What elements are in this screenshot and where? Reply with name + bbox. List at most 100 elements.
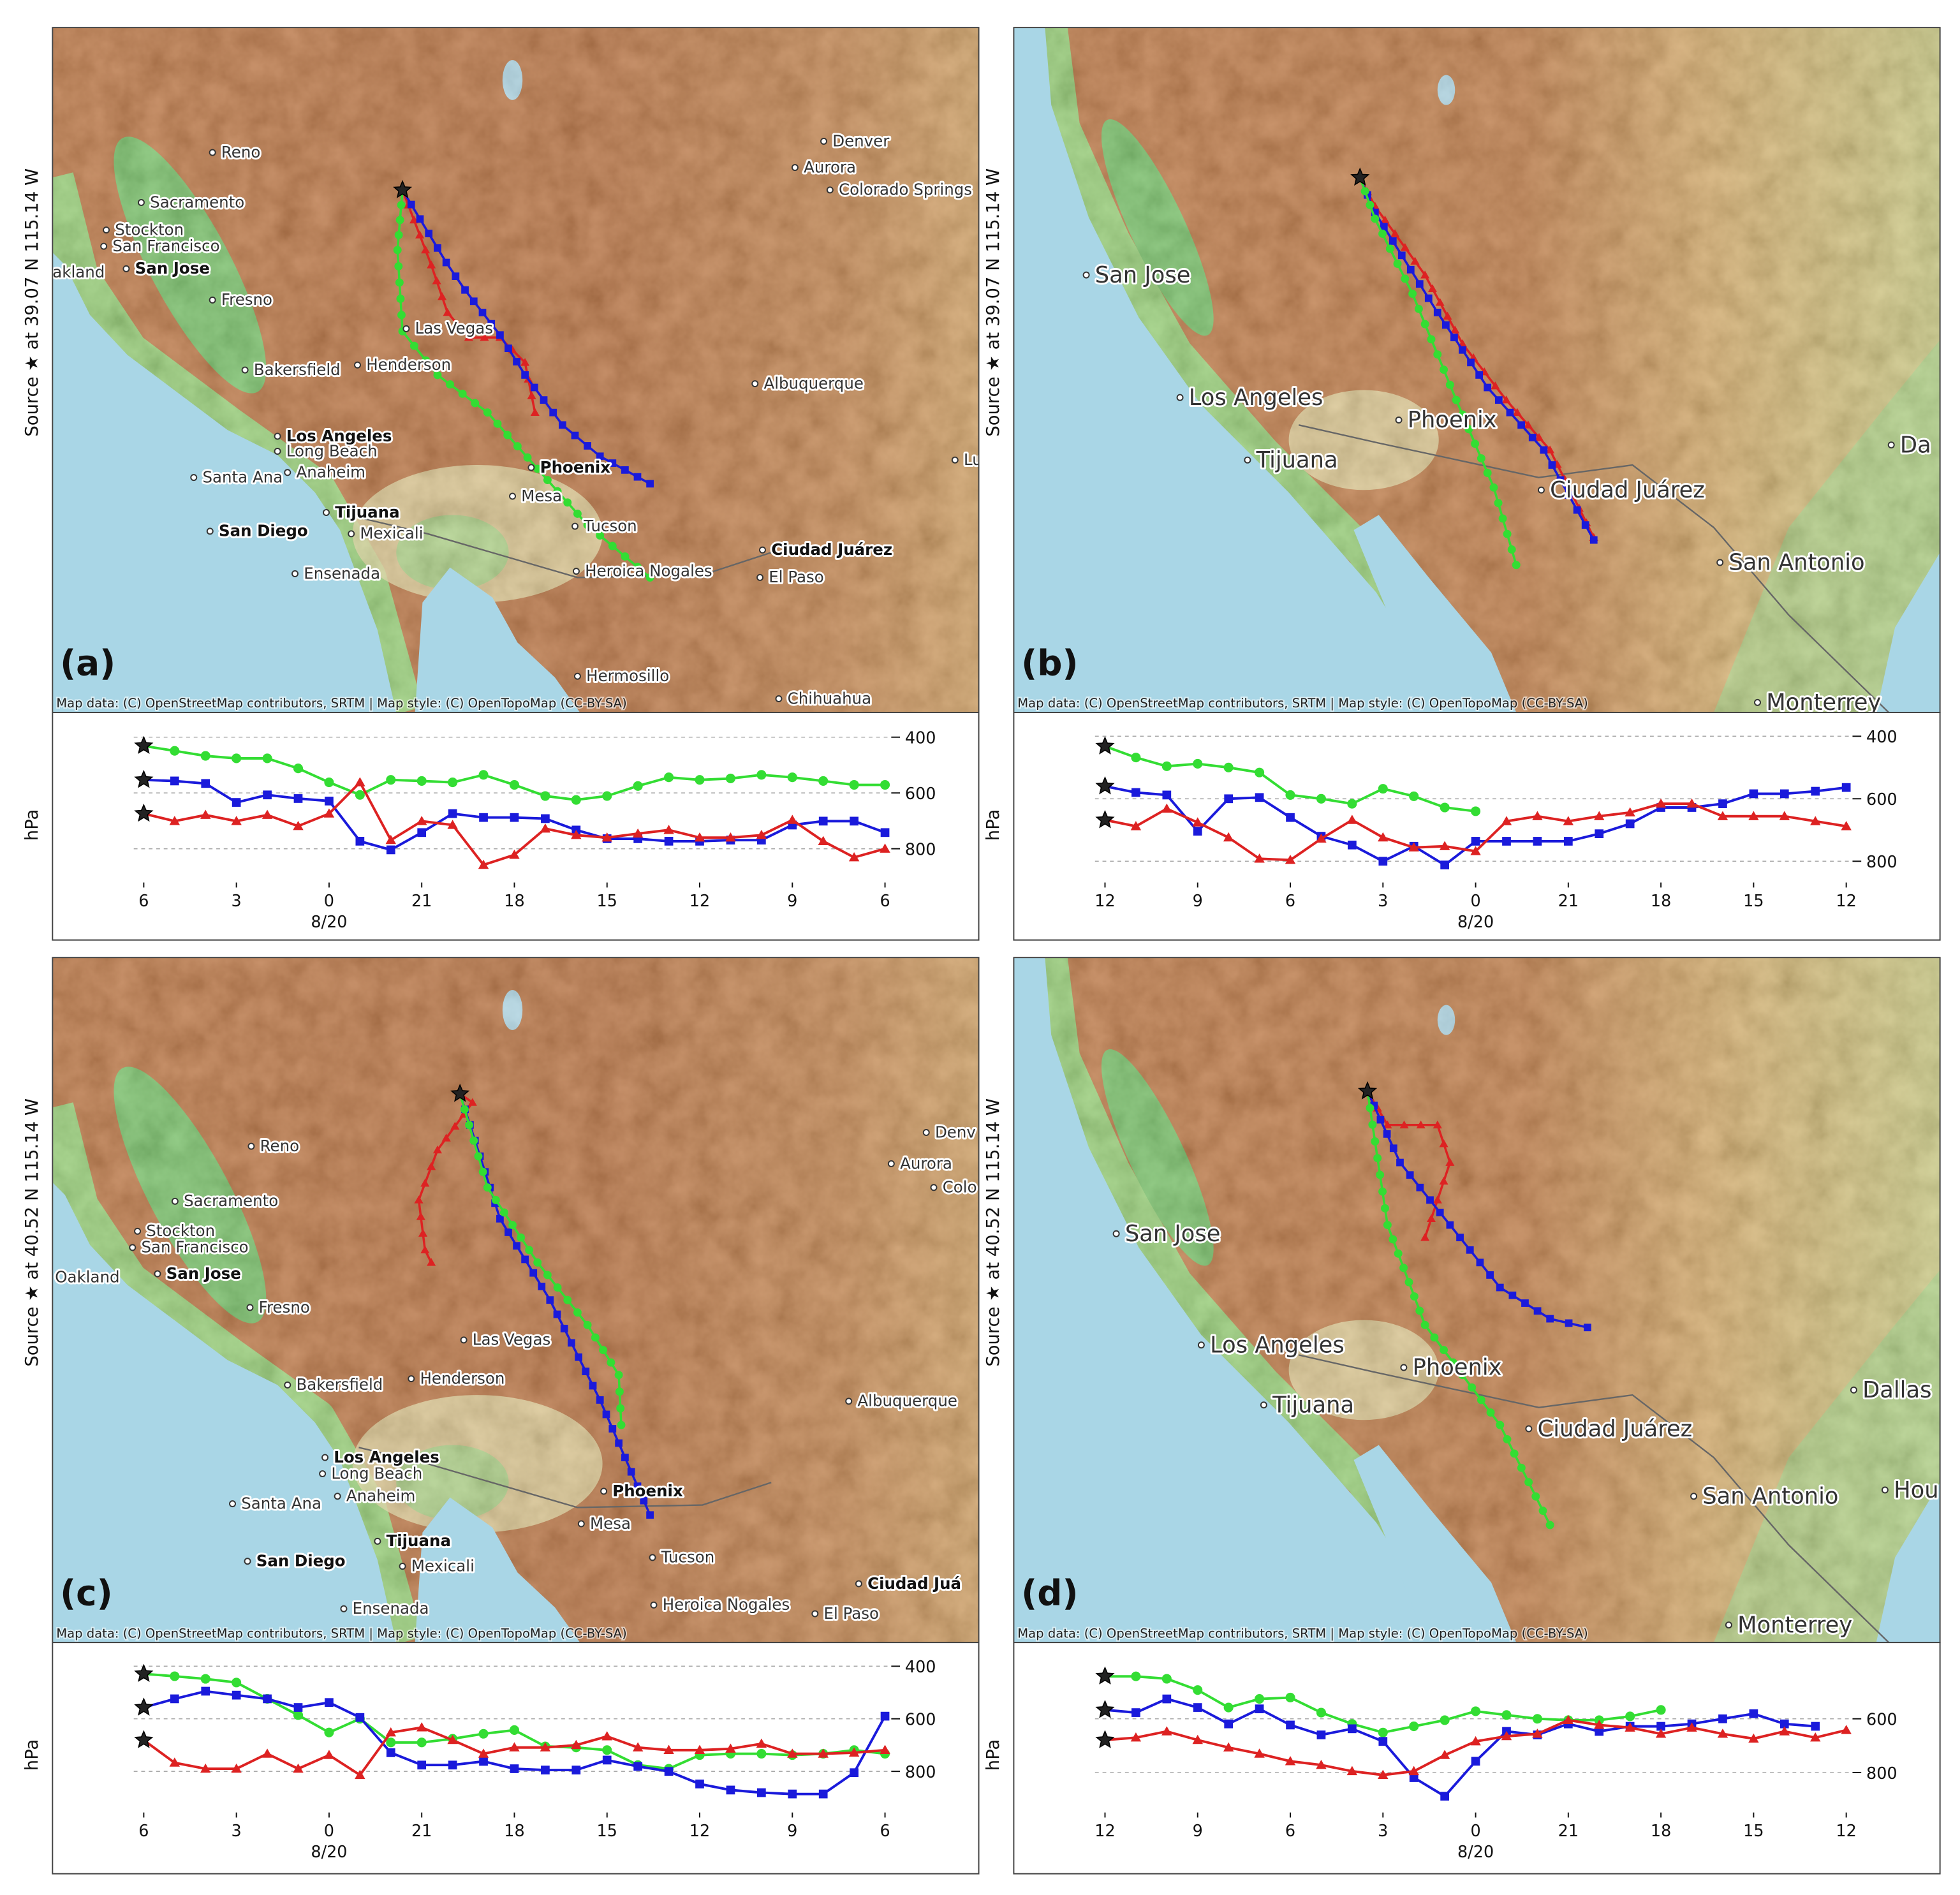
marker	[571, 795, 581, 805]
chart-frame	[1013, 712, 1941, 941]
city-dot	[791, 164, 799, 172]
marker	[1625, 819, 1635, 829]
marker	[1254, 853, 1265, 863]
start-star	[1095, 776, 1115, 795]
marker	[1476, 1258, 1484, 1267]
marker	[583, 520, 592, 529]
gulf-of-california	[415, 1497, 580, 1643]
marker	[416, 1212, 425, 1220]
x-tick-label: 3	[232, 1822, 242, 1841]
marker	[509, 1725, 520, 1736]
marker	[1563, 1714, 1574, 1725]
attribution: Map data: (C) OpenStreetMap contributors…	[56, 696, 627, 711]
city-dot	[577, 1520, 585, 1528]
marker	[1484, 383, 1492, 392]
city-label: Ciudad Juárez	[1550, 477, 1705, 503]
marker	[513, 358, 520, 365]
series-line	[1105, 1697, 1816, 1798]
marker	[1594, 1720, 1605, 1729]
marker	[1467, 358, 1475, 367]
marker	[614, 1371, 623, 1380]
marker	[695, 1780, 704, 1788]
marker	[1686, 1722, 1697, 1732]
marker	[756, 1788, 766, 1797]
marker	[1406, 1171, 1414, 1179]
marker	[386, 845, 395, 855]
marker	[1393, 260, 1402, 268]
city-dot	[751, 380, 759, 388]
marker	[694, 1744, 705, 1754]
start-star	[1095, 809, 1115, 829]
marker	[232, 1677, 242, 1688]
x-tick-label: 15	[597, 892, 617, 911]
marker	[1532, 811, 1543, 820]
city-dot	[527, 464, 535, 471]
marker	[538, 1283, 546, 1290]
marker	[1373, 1154, 1382, 1163]
city-dot	[600, 1487, 608, 1495]
marker	[1841, 1725, 1852, 1734]
marker	[725, 1743, 736, 1753]
marker	[427, 1258, 436, 1266]
marker	[756, 830, 767, 839]
marker	[1409, 1773, 1418, 1782]
marker	[415, 230, 425, 239]
marker	[1193, 1685, 1203, 1695]
marker	[1426, 1214, 1436, 1223]
marker	[493, 419, 502, 428]
marker	[1440, 1715, 1450, 1725]
marker	[1749, 789, 1758, 799]
marker	[756, 1749, 767, 1759]
x-tick-label: 18	[504, 892, 524, 911]
marker	[452, 272, 460, 280]
marker	[563, 498, 572, 507]
marker	[293, 1763, 304, 1773]
marker	[1718, 1714, 1727, 1723]
marker	[787, 815, 798, 824]
marker	[1501, 1730, 1512, 1741]
city-label: Bakersfield	[296, 1375, 383, 1394]
gulf-of-california	[1353, 515, 1517, 713]
marker	[1439, 1176, 1448, 1185]
marker	[1409, 1722, 1419, 1732]
city-dot	[209, 296, 216, 304]
city-dot	[274, 432, 281, 440]
marker	[1565, 491, 1573, 499]
y-tick-label: 400	[905, 729, 936, 748]
marker	[1161, 1674, 1172, 1684]
city-label: Denv	[935, 1123, 976, 1141]
city-dot	[154, 1270, 161, 1278]
city-label: Santa Ana	[202, 468, 283, 486]
city-label: Hermosillo	[586, 667, 669, 685]
marker	[1433, 1120, 1442, 1129]
city-dot	[649, 1554, 656, 1561]
marker	[427, 260, 436, 269]
marker	[1376, 1116, 1385, 1124]
gulf-of-mexico	[1876, 1482, 1940, 1643]
marker	[478, 309, 487, 316]
city-dot	[855, 1580, 862, 1588]
city-label: Heroica Nogales	[585, 561, 712, 580]
city-label: San Jose	[166, 1264, 241, 1283]
source-star	[450, 1084, 470, 1102]
x-tick-label: 12	[689, 1822, 710, 1841]
marker	[442, 258, 450, 267]
marker	[1475, 371, 1484, 379]
marker	[818, 1748, 829, 1758]
marker	[525, 1246, 534, 1255]
marker	[1378, 1737, 1388, 1746]
marker	[483, 408, 492, 417]
marker	[417, 1760, 427, 1770]
city-label: Bakersfield	[254, 360, 341, 379]
marker	[633, 1482, 642, 1491]
marker	[1718, 799, 1727, 808]
city-label: Da	[1900, 432, 1931, 458]
marker	[1440, 365, 1448, 374]
marker	[520, 358, 530, 366]
y-tick-label: 800	[905, 840, 936, 859]
marker	[1316, 1707, 1326, 1718]
city-label: San Jose	[1125, 1221, 1221, 1247]
city-dot	[1112, 1230, 1120, 1237]
marker	[1285, 790, 1295, 800]
marker	[1410, 256, 1420, 265]
